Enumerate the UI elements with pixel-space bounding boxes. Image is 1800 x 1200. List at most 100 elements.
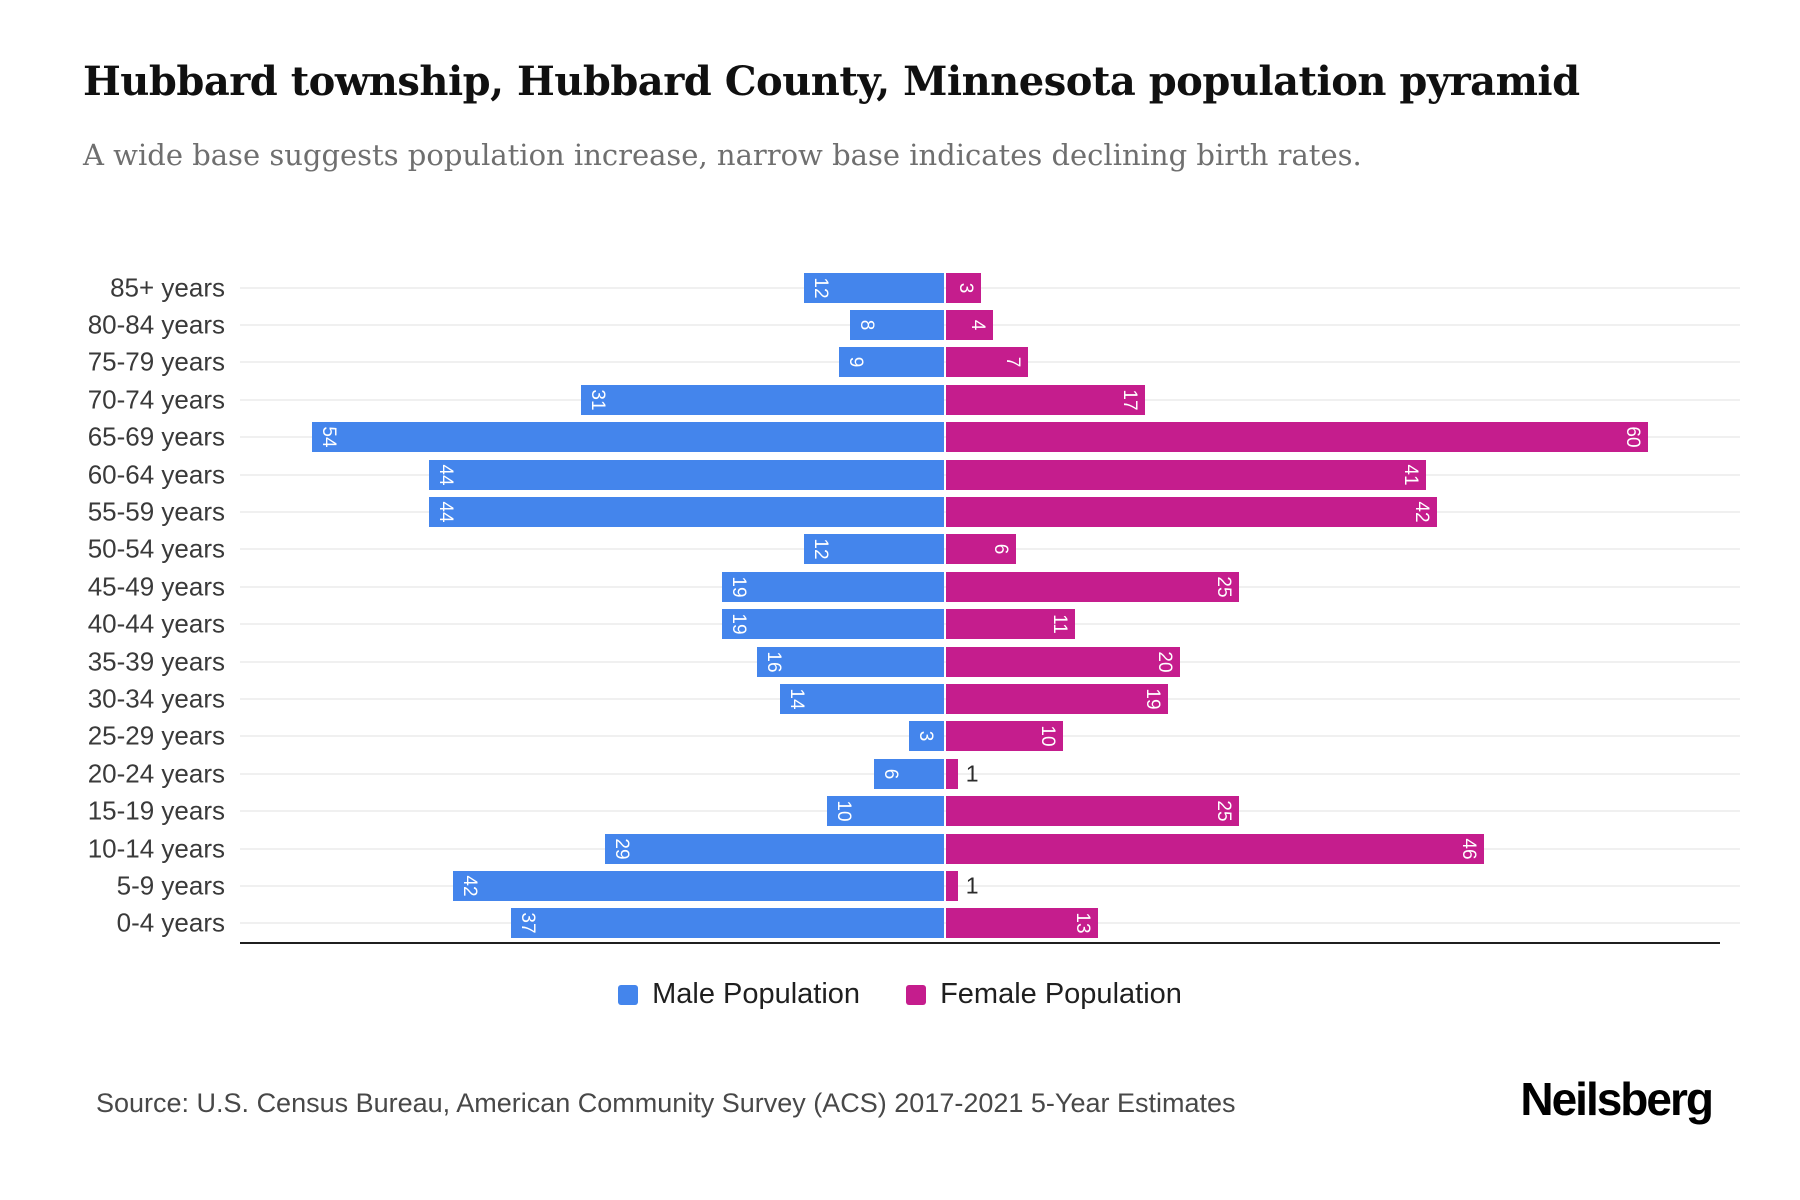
age-group-label: 75-79 years bbox=[87, 346, 225, 377]
age-group-label: 0-4 years bbox=[116, 907, 225, 938]
female-bar[interactable]: 7 bbox=[946, 347, 1028, 378]
x-axis-line bbox=[240, 942, 1720, 944]
female-bar[interactable]: 25 bbox=[946, 796, 1239, 827]
pyramid-row: 80-84 years 8 4 bbox=[0, 306, 1800, 343]
female-bar[interactable]: 60 bbox=[946, 422, 1648, 453]
female-bar-value: 20 bbox=[1154, 651, 1175, 673]
male-bar[interactable]: 29 bbox=[604, 833, 944, 864]
male-bar[interactable]: 14 bbox=[780, 683, 944, 714]
row-gridline bbox=[240, 884, 1740, 887]
female-bar-value: 4 bbox=[966, 319, 988, 331]
male-bar-value: 37 bbox=[517, 912, 539, 934]
age-group-label: 20-24 years bbox=[87, 758, 225, 789]
age-group-label: 35-39 years bbox=[87, 646, 225, 677]
male-bar[interactable]: 10 bbox=[827, 796, 944, 827]
pyramid-row: 45-49 years 19 25 bbox=[0, 568, 1800, 605]
female-bar-value: 41 bbox=[1399, 464, 1421, 486]
male-bar[interactable]: 8 bbox=[850, 310, 944, 341]
female-bar-value: 60 bbox=[1622, 426, 1643, 448]
male-bar[interactable]: 54 bbox=[312, 422, 944, 453]
male-bar[interactable]: 3 bbox=[908, 721, 944, 752]
age-group-label: 30-34 years bbox=[87, 683, 225, 714]
row-gridline bbox=[240, 286, 1740, 289]
female-bar[interactable]: 1 bbox=[946, 870, 978, 901]
female-bar-value: 3 bbox=[955, 282, 977, 293]
male-bar[interactable]: 12 bbox=[803, 534, 944, 565]
female-bar[interactable]: 11 bbox=[946, 609, 1075, 640]
female-bar[interactable]: 10 bbox=[946, 721, 1063, 752]
male-bar-value: 19 bbox=[727, 613, 749, 635]
pyramid-row: 75-79 years 9 7 bbox=[0, 344, 1800, 381]
page-subtitle: A wide base suggests population increase… bbox=[83, 138, 1362, 172]
male-bar[interactable]: 12 bbox=[803, 272, 944, 303]
female-bar-value: 17 bbox=[1118, 389, 1140, 411]
age-group-label: 55-59 years bbox=[87, 496, 225, 527]
female-bar[interactable]: 20 bbox=[946, 646, 1180, 677]
male-bar[interactable]: 37 bbox=[511, 908, 944, 939]
pyramid-row: 5-9 years 42 1 bbox=[0, 867, 1800, 904]
male-bar[interactable]: 42 bbox=[452, 870, 944, 901]
pyramid-row: 40-44 years 19 11 bbox=[0, 606, 1800, 643]
pyramid-row: 85+ years 12 3 bbox=[0, 269, 1800, 306]
male-bar-value: 12 bbox=[809, 277, 831, 299]
female-bar[interactable]: 17 bbox=[946, 384, 1145, 415]
male-bar[interactable]: 44 bbox=[429, 459, 944, 490]
page-title: Hubbard township, Hubbard County, Minnes… bbox=[83, 58, 1580, 105]
male-bar-value: 10 bbox=[833, 800, 854, 822]
female-bar-value: 42 bbox=[1411, 501, 1433, 523]
female-bar[interactable]: 19 bbox=[946, 683, 1169, 714]
female-bar[interactable]: 46 bbox=[946, 833, 1485, 864]
legend-label-male: Male Population bbox=[652, 978, 861, 1010]
age-group-label: 65-69 years bbox=[87, 421, 225, 452]
male-bar-value: 29 bbox=[610, 837, 632, 860]
pyramid-row: 0-4 years 37 13 bbox=[0, 905, 1800, 942]
age-group-label: 80-84 years bbox=[87, 309, 225, 340]
female-bar-value: 13 bbox=[1072, 912, 1094, 934]
age-group-label: 50-54 years bbox=[87, 533, 225, 564]
female-bar-value: 1 bbox=[965, 760, 979, 787]
chart-legend: Male Population Female Population bbox=[0, 978, 1800, 1011]
male-bar[interactable]: 19 bbox=[721, 571, 944, 602]
female-bar[interactable]: 1 bbox=[946, 758, 978, 789]
female-bar[interactable]: 41 bbox=[946, 459, 1426, 490]
row-gridline bbox=[240, 772, 1740, 775]
pyramid-row: 15-19 years 10 25 bbox=[0, 792, 1800, 829]
male-bar[interactable]: 9 bbox=[838, 347, 944, 378]
legend-item-female[interactable]: Female Population bbox=[906, 978, 1182, 1011]
female-bar-value: 10 bbox=[1037, 725, 1058, 747]
pyramid-row: 65-69 years 54 60 bbox=[0, 419, 1800, 456]
female-bar-value: 6 bbox=[990, 544, 1012, 555]
male-bar[interactable]: 31 bbox=[581, 384, 944, 415]
female-bar-value: 25 bbox=[1212, 576, 1234, 598]
pyramid-row: 20-24 years 6 1 bbox=[0, 755, 1800, 792]
female-bar-value: 1 bbox=[965, 872, 979, 899]
female-bar[interactable]: 6 bbox=[946, 534, 1017, 565]
pyramid-row: 50-54 years 12 6 bbox=[0, 531, 1800, 568]
female-bar[interactable]: 42 bbox=[946, 497, 1438, 528]
age-group-label: 45-49 years bbox=[87, 571, 225, 602]
male-bar-value: 16 bbox=[762, 651, 784, 673]
male-bar-value: 8 bbox=[856, 319, 878, 331]
female-bar-value: 25 bbox=[1212, 800, 1234, 822]
female-bar[interactable]: 3 bbox=[946, 272, 982, 303]
source-note: Source: U.S. Census Bureau, American Com… bbox=[96, 1088, 1236, 1118]
male-swatch-icon bbox=[618, 984, 639, 1005]
female-bar-value: 19 bbox=[1142, 688, 1164, 710]
male-bar[interactable]: 6 bbox=[873, 758, 944, 789]
male-bar-value: 31 bbox=[587, 389, 609, 411]
male-bar-value: 19 bbox=[727, 576, 749, 598]
female-bar[interactable]: 4 bbox=[946, 310, 993, 341]
female-bar-value: 7 bbox=[1001, 357, 1023, 368]
male-bar[interactable]: 16 bbox=[756, 646, 944, 677]
male-bar-value: 14 bbox=[786, 688, 808, 710]
female-bar-value: 46 bbox=[1458, 837, 1480, 860]
male-bar[interactable]: 19 bbox=[721, 609, 944, 640]
male-bar[interactable]: 44 bbox=[429, 497, 944, 528]
legend-item-male[interactable]: Male Population bbox=[618, 978, 860, 1011]
pyramid-row: 30-34 years 14 19 bbox=[0, 680, 1800, 717]
female-bar[interactable]: 13 bbox=[946, 908, 1099, 939]
age-group-label: 5-9 years bbox=[116, 870, 225, 901]
female-bar[interactable]: 25 bbox=[946, 571, 1239, 602]
age-group-label: 85+ years bbox=[110, 272, 225, 303]
pyramid-chart: 85+ years 12 3 80-84 years 8 4 75-79 years 9 7 70… bbox=[0, 269, 1800, 942]
